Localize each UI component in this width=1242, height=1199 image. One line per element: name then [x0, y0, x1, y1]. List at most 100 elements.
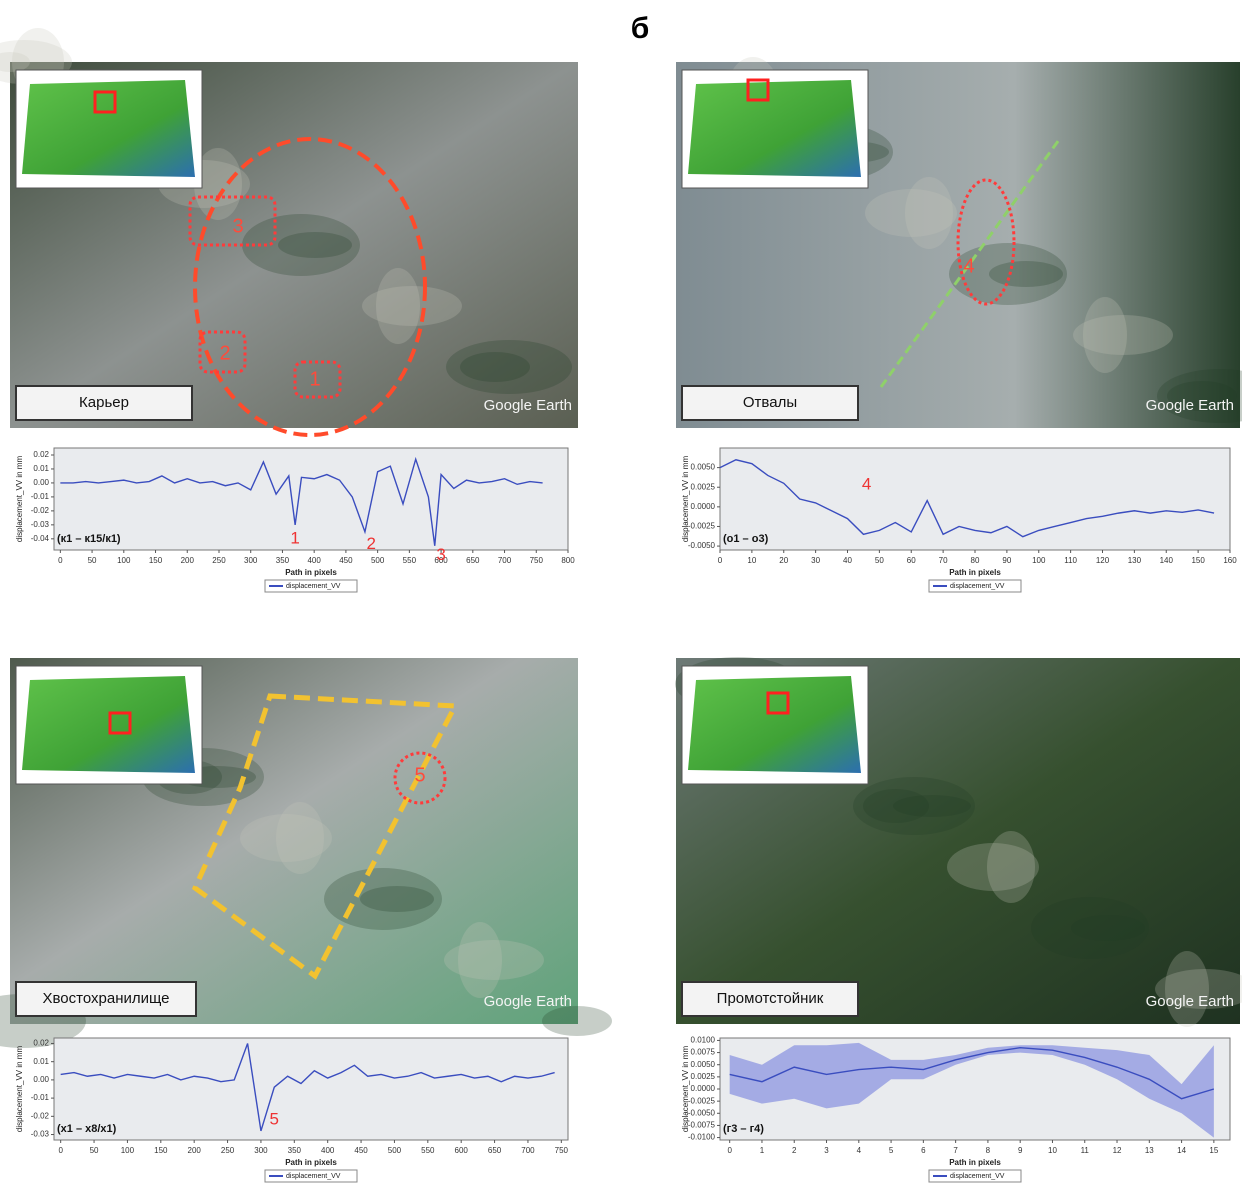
x-tick-label: 400: [307, 556, 321, 565]
terrain-patch: [1071, 915, 1145, 941]
x-tick-label: 90: [1002, 556, 1011, 565]
y-tick-label: 0.0100: [691, 1036, 716, 1045]
x-tick-label: 60: [907, 556, 916, 565]
x-tick-label: 100: [117, 556, 131, 565]
x-tick-label: 700: [521, 1146, 535, 1155]
x-tick-label: 650: [466, 556, 480, 565]
y-axis-label: displacement_VV in mm: [681, 1046, 690, 1133]
legend-label: displacement_VV: [286, 583, 341, 590]
y-tick-label: 0.0050: [691, 463, 716, 472]
terrain-patch: [987, 831, 1035, 903]
x-tick-label: 8: [986, 1146, 991, 1155]
y-tick-label: -0.0025: [688, 522, 716, 531]
x-tick-label: 80: [971, 556, 980, 565]
x-tick-label: 40: [843, 556, 852, 565]
x-tick-label: 13: [1145, 1146, 1154, 1155]
zone-marker: 2: [367, 534, 376, 553]
x-tick-label: 700: [498, 556, 512, 565]
zone-number: 4: [963, 255, 974, 277]
terrain-patch: [362, 286, 462, 326]
zone-marker: 3: [436, 545, 445, 564]
watermark: Google Earth: [1146, 397, 1234, 414]
x-tick-label: 140: [1160, 556, 1174, 565]
y-tick-label: -0.03: [31, 1130, 50, 1139]
x-tick-label: 250: [221, 1146, 235, 1155]
x-tick-label: 11: [1081, 1146, 1090, 1155]
x-tick-label: 800: [561, 556, 575, 565]
x-tick-label: 350: [288, 1146, 302, 1155]
terrain-patch: [276, 802, 324, 874]
plot-area: [54, 448, 568, 550]
legend-label: displacement_VV: [286, 1173, 341, 1180]
x-tick-label: 100: [1032, 556, 1046, 565]
x-tick-label: 2: [792, 1146, 797, 1155]
y-tick-label: -0.02: [31, 506, 50, 515]
y-tick-label: 0.0025: [691, 1072, 716, 1081]
zone-marker: 5: [270, 1109, 279, 1128]
minimap-surface: [688, 676, 861, 773]
terrain-patch: [905, 177, 953, 249]
x-tick-label: 70: [939, 556, 948, 565]
x-axis-label: Path in pixels: [285, 1158, 337, 1167]
watermark: Google Earth: [1146, 993, 1234, 1010]
panel-label: Отвалы: [743, 394, 797, 411]
x-tick-label: 550: [421, 1146, 435, 1155]
y-axis-label: displacement_VV in mm: [15, 1046, 24, 1133]
watermark: Google Earth: [484, 993, 572, 1010]
x-tick-label: 15: [1209, 1146, 1218, 1155]
y-tick-label: -0.0050: [688, 541, 716, 550]
y-tick-label: 0.0000: [691, 1084, 716, 1093]
y-tick-label: 0.0075: [691, 1048, 716, 1057]
minimap-surface: [22, 80, 195, 177]
x-tick-label: 30: [811, 556, 820, 565]
x-tick-label: 12: [1113, 1146, 1122, 1155]
x-tick-label: 100: [121, 1146, 135, 1155]
x-tick-label: 250: [212, 556, 226, 565]
y-tick-label: 0.0000: [691, 502, 716, 511]
x-tick-label: 450: [339, 556, 353, 565]
x-tick-label: 750: [530, 556, 544, 565]
x-tick-label: 50: [88, 556, 97, 565]
x-tick-label: 300: [244, 556, 258, 565]
x-tick-label: 150: [1191, 556, 1205, 565]
x-tick-label: 4: [857, 1146, 862, 1155]
x-tick-label: 200: [188, 1146, 202, 1155]
y-axis-label: displacement_VV in mm: [681, 456, 690, 543]
y-tick-label: 0.00: [33, 1075, 49, 1084]
x-tick-label: 110: [1064, 556, 1077, 565]
y-tick-label: 0.01: [33, 464, 49, 473]
y-tick-label: 0.00: [33, 478, 49, 487]
zone-number: 1: [309, 368, 320, 390]
plot-area: [54, 1038, 568, 1140]
x-tick-label: 200: [181, 556, 195, 565]
x-tick-label: 0: [727, 1146, 732, 1155]
figure-title: б: [631, 12, 650, 45]
terrain-patch: [446, 340, 572, 394]
legend-label: displacement_VV: [950, 583, 1005, 590]
x-tick-label: 300: [254, 1146, 268, 1155]
y-tick-label: -0.0025: [688, 1096, 716, 1105]
x-tick-label: 0: [58, 556, 63, 565]
y-tick-label: -0.01: [31, 492, 50, 501]
x-tick-label: 150: [149, 556, 163, 565]
x-tick-label: 160: [1223, 556, 1237, 565]
panel-label: Промотстойник: [717, 990, 824, 1007]
x-tick-label: 14: [1177, 1146, 1186, 1155]
x-tick-label: 150: [154, 1146, 168, 1155]
terrain-patch: [444, 940, 544, 980]
y-axis-label: displacement_VV in mm: [15, 456, 24, 543]
x-tick-label: 50: [875, 556, 884, 565]
y-tick-label: 0.0050: [691, 1060, 716, 1069]
x-tick-label: 5: [889, 1146, 894, 1155]
x-tick-label: 650: [488, 1146, 502, 1155]
y-tick-label: 0.02: [33, 450, 49, 459]
terrain-patch: [1073, 315, 1173, 355]
y-tick-label: -0.0050: [688, 1108, 716, 1117]
x-tick-label: 400: [321, 1146, 335, 1155]
x-axis-label: Path in pixels: [949, 568, 1001, 577]
y-tick-label: 0.0025: [691, 482, 716, 491]
y-tick-label: -0.02: [31, 1111, 50, 1120]
x-tick-label: 7: [953, 1146, 958, 1155]
watermark: Google Earth: [484, 397, 572, 414]
x-tick-label: 120: [1096, 556, 1110, 565]
